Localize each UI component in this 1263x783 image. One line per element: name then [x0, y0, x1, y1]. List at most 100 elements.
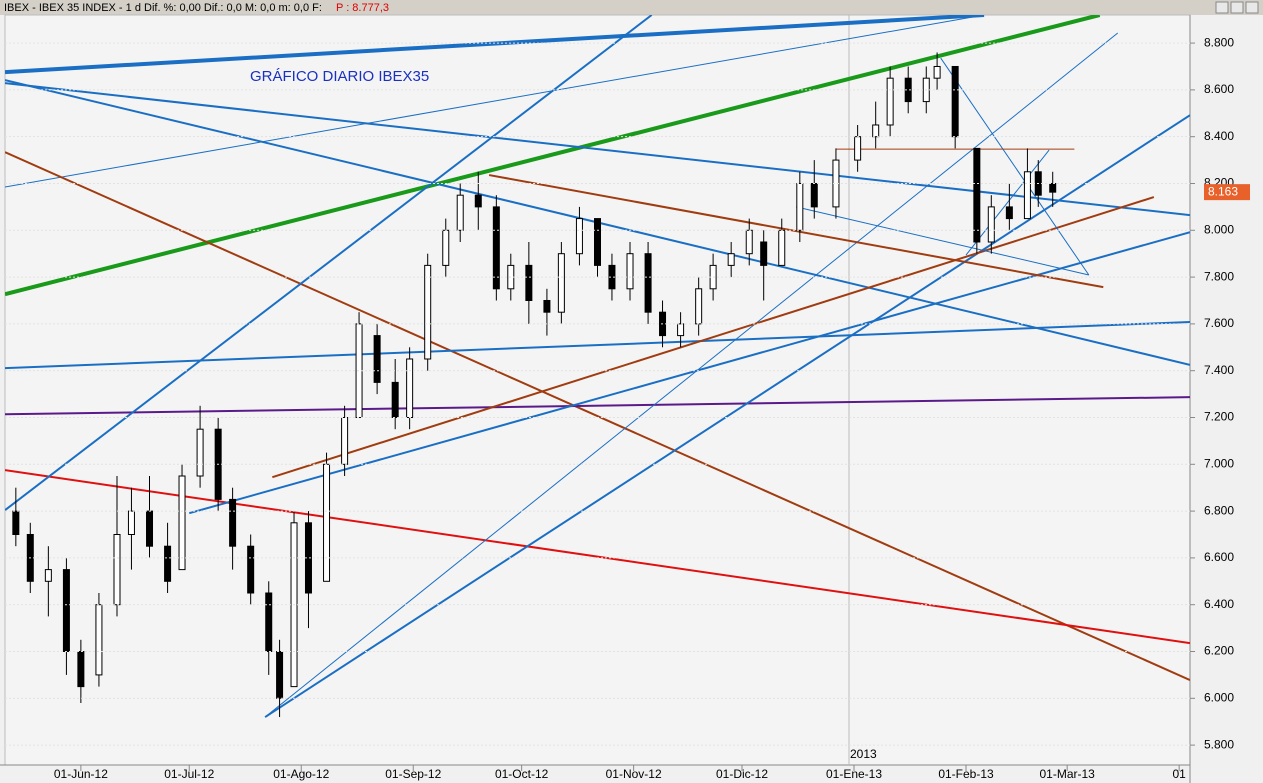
candle-body [760, 241, 768, 266]
candle-body [973, 147, 981, 243]
last-price-label: 8.163 [1208, 184, 1238, 198]
minimize-button[interactable] [1215, 1, 1229, 14]
candle-body [1005, 206, 1013, 220]
x-tick-label: 01-Mar-13 [1039, 767, 1095, 781]
y-tick-label: 7.600 [1204, 316, 1234, 330]
candle-body [164, 545, 172, 582]
x-tick-label: 01-Feb-13 [938, 767, 994, 781]
candle-body [525, 264, 533, 301]
y-tick-label: 5.800 [1204, 737, 1234, 751]
candle-body [323, 463, 331, 582]
candle-body [127, 510, 135, 536]
plot-area [4, 14, 1191, 766]
trendline [488, 174, 1104, 289]
trendline [272, 196, 1155, 479]
candle-body [727, 253, 735, 266]
candle-body [178, 475, 186, 571]
candle-body [886, 77, 894, 126]
candle-body [778, 229, 786, 266]
candle-body [456, 194, 464, 231]
maximize-button[interactable] [1230, 1, 1244, 14]
trendline [264, 114, 1190, 718]
year-marker: 2013 [850, 747, 877, 761]
candle-body [872, 124, 880, 138]
y-tick-label: 8.400 [1204, 129, 1234, 143]
header-info: IBEX - IBEX 35 INDEX - 1 d Dif. %: 0,00 … [4, 2, 322, 14]
candle-body [626, 253, 634, 290]
candle-body [796, 182, 804, 231]
y-tick-label: 6.200 [1204, 644, 1234, 658]
y-tick-label: 6.800 [1204, 503, 1234, 517]
trendline [5, 82, 1190, 217]
candle-body [146, 510, 154, 547]
x-tick-label: 01-Jul-12 [164, 767, 214, 781]
candle-body [113, 534, 121, 606]
candle-body [594, 218, 601, 266]
candle-body [644, 253, 652, 313]
y-tick-label: 7.400 [1204, 363, 1234, 377]
candle-body [373, 335, 381, 383]
candle-body [987, 206, 995, 243]
candle-body [247, 545, 255, 594]
x-tick-label: 01-Jun-12 [54, 767, 108, 781]
candle-body [196, 428, 204, 477]
y-tick-label: 8.800 [1204, 35, 1234, 49]
candle-body [575, 218, 583, 255]
trendline [5, 15, 653, 511]
y-tick-label: 7.200 [1204, 410, 1234, 424]
y-tick-label: 6.400 [1204, 597, 1234, 611]
x-tick-label: 01-Dic-12 [716, 767, 768, 781]
trendline [940, 57, 1090, 276]
candle-body [695, 288, 703, 325]
candle-body [265, 592, 273, 653]
y-tick-label: 8.000 [1204, 222, 1234, 236]
candle-body [229, 498, 237, 547]
candle-body [854, 136, 862, 161]
y-tick-label: 7.000 [1204, 456, 1234, 470]
chart-title: GRÁFICO DIARIO IBEX35 [250, 68, 429, 85]
candle-body [543, 299, 551, 313]
trendline [5, 151, 1190, 681]
candle-body [44, 569, 52, 582]
candle-body [12, 510, 20, 536]
trendlines [5, 15, 1190, 718]
candle-body [1049, 182, 1057, 193]
candle-body [276, 651, 284, 699]
candle-body [677, 323, 685, 337]
candle-body [62, 569, 70, 653]
trendline [5, 15, 985, 188]
header-price: P : 8.777,3 [336, 2, 389, 14]
trendline [188, 231, 1190, 515]
y-tick-label: 8.600 [1204, 82, 1234, 96]
window-buttons[interactable] [1215, 1, 1259, 14]
x-tick-label: 01 [1172, 767, 1186, 781]
candle-body [406, 358, 414, 418]
candle-body [95, 604, 103, 676]
candle-body [933, 65, 941, 79]
candle-body [557, 253, 565, 313]
trendline [5, 469, 1190, 645]
candle-body [77, 651, 85, 688]
trendline [5, 15, 1101, 297]
y-tick-label: 6.600 [1204, 550, 1234, 564]
candle-body [391, 381, 399, 418]
x-tick-label: 01-Sep-12 [385, 767, 441, 781]
candle-body [442, 229, 450, 266]
candle-body [810, 182, 818, 208]
candle-body [341, 416, 349, 465]
title-bar [0, 0, 1263, 15]
trendline [796, 206, 1089, 276]
x-tick-label: 01-Ago-12 [273, 767, 329, 781]
last-price-tag [1204, 184, 1250, 201]
trendline [5, 321, 1190, 370]
y-tick-label: 7.800 [1204, 269, 1234, 283]
trendline [264, 32, 1119, 718]
close-button[interactable] [1245, 1, 1259, 14]
x-tick-label: 01-Oct-12 [495, 767, 549, 781]
candle-body [951, 65, 959, 138]
candle-body [1023, 171, 1031, 220]
candle-body [474, 194, 482, 208]
candle-body [745, 229, 753, 255]
trendline [5, 396, 1190, 416]
